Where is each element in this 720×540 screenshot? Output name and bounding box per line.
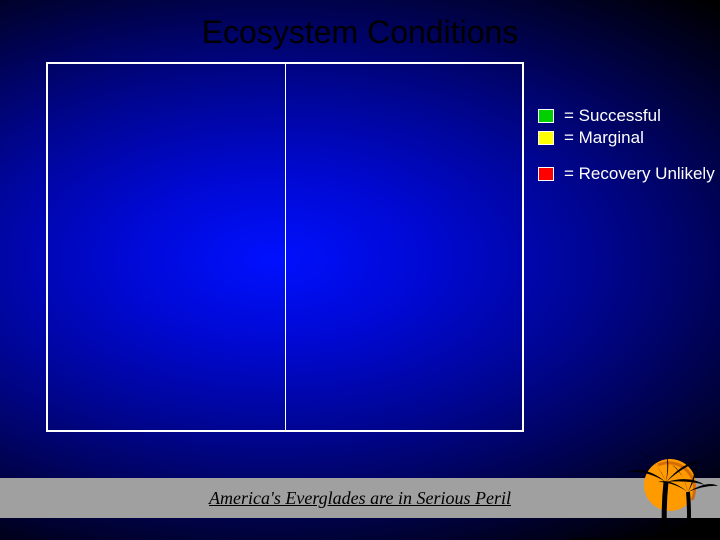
footer-band: America's Everglades are in Serious Peri… [0, 478, 720, 518]
legend-label: = Successful [564, 106, 661, 126]
legend-swatch-successful [538, 109, 554, 123]
chart-panel [46, 62, 524, 432]
slide: Ecosystem Conditions = Successful = Marg… [0, 0, 720, 540]
legend-label: = Marginal [564, 128, 644, 148]
legend: = Successful = Marginal = Recovery Unlik… [538, 106, 715, 186]
legend-label: = Recovery Unlikely [564, 164, 715, 184]
legend-swatch-marginal [538, 131, 554, 145]
footer-text: America's Everglades are in Serious Peri… [209, 488, 511, 509]
legend-item-recovery: = Recovery Unlikely [538, 164, 715, 184]
palm-sunset-icon [570, 410, 720, 540]
chart-divider [285, 64, 286, 430]
legend-item-successful: = Successful [538, 106, 715, 126]
legend-swatch-recovery [538, 167, 554, 181]
legend-item-marginal: = Marginal [538, 128, 715, 148]
slide-title: Ecosystem Conditions [0, 14, 720, 51]
